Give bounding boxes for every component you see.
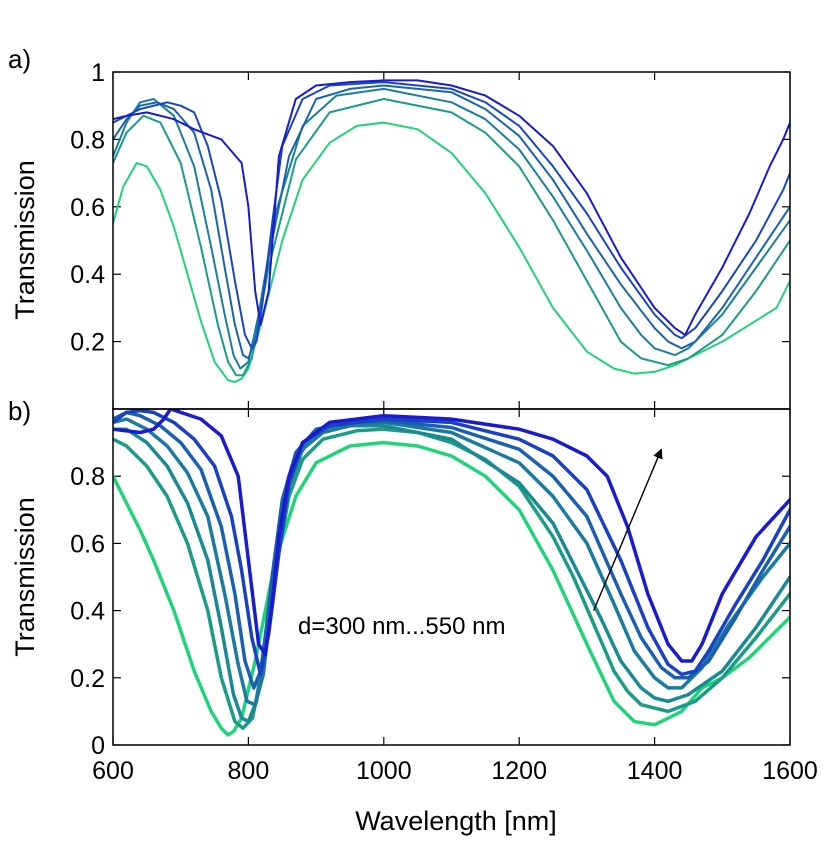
panel-a-y-tick-label: 0.4: [70, 261, 105, 289]
panel-b-y-tick-label: 0.4: [70, 598, 105, 626]
panel-a-y-tick-label: 0.6: [70, 194, 105, 222]
panel-b-y-tick-label: 0.8: [70, 463, 105, 491]
panel-a-y-tick-label: 0.2: [70, 329, 105, 357]
panel-a-series-line-1: [113, 79, 790, 336]
panel-b-x-tick-label: 1000: [356, 757, 412, 785]
panel-b-y-tick-label: 0.2: [70, 665, 105, 693]
annotation-text: d=300 nm...550 nm: [298, 613, 505, 640]
panel-a-y-tick-label: 1: [91, 59, 105, 87]
panel-b-x-tick-label: 1400: [627, 757, 683, 785]
panel-b-series: [113, 409, 790, 737]
panel-a-y-tick-label: 0.8: [70, 126, 105, 154]
panel-a-ticks: 0.2 0.4 0.6 0.8 1: [70, 59, 791, 409]
panel-a-series-line-4: [113, 87, 790, 370]
panel-b-series-line-6: [113, 427, 790, 730]
panel-a-series-line-6: [113, 121, 790, 383]
y-axis-label-a: Transmission: [10, 160, 40, 320]
panel-b-series-line-4: [113, 417, 790, 707]
panel-a-series-line-3: [113, 84, 790, 360]
x-axis-label: Wavelength [nm]: [355, 806, 557, 836]
panel-a-series: [113, 79, 790, 383]
panel-label-a: a): [8, 44, 31, 74]
panel-a-series-line-5: [113, 98, 790, 377]
panel-b-x-tick-label: 1600: [762, 757, 818, 785]
panel-b-frame: [112, 408, 791, 746]
annotation-arrow: [593, 448, 663, 611]
panel-a-series-line-2: [113, 81, 790, 350]
panel-b-ticks: 0 0.2 0.4 0.6 0.8 600 800 1000 1200 1400 1600: [70, 409, 818, 785]
panel-b-series-line-1: [113, 409, 790, 663]
panel-b-x-tick-label: 1200: [491, 757, 547, 785]
y-axis-label-b: Transmission: [10, 497, 40, 657]
panel-b-series-line-7: [113, 440, 790, 737]
panel-b-y-tick-label: 0: [91, 732, 105, 760]
panel-label-b: b): [8, 396, 31, 426]
panel-b-x-tick-label: 800: [228, 757, 270, 785]
panel-b-x-tick-label: 600: [92, 757, 134, 785]
panel-b-y-tick-label: 0.6: [70, 530, 105, 558]
